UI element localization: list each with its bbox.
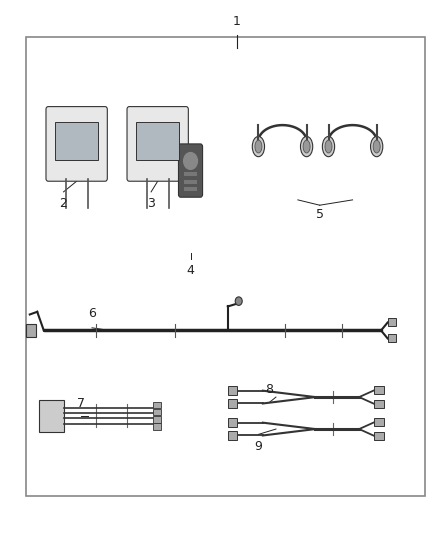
Ellipse shape bbox=[252, 136, 265, 157]
Bar bbox=[39, 400, 64, 432]
FancyBboxPatch shape bbox=[178, 144, 202, 197]
Bar bbox=[26, 37, 425, 496]
Text: 5: 5 bbox=[316, 208, 324, 221]
Bar bbox=[184, 172, 198, 176]
FancyBboxPatch shape bbox=[46, 107, 107, 181]
Bar bbox=[228, 399, 237, 408]
Ellipse shape bbox=[371, 136, 383, 157]
Bar bbox=[184, 180, 198, 184]
Bar bbox=[374, 400, 384, 408]
Bar bbox=[153, 416, 161, 423]
Ellipse shape bbox=[300, 136, 313, 157]
Text: 3: 3 bbox=[147, 197, 155, 210]
Text: 8: 8 bbox=[265, 383, 273, 396]
Bar bbox=[374, 418, 384, 426]
Ellipse shape bbox=[255, 140, 262, 153]
Bar bbox=[228, 386, 237, 395]
Text: 7: 7 bbox=[77, 398, 85, 410]
Circle shape bbox=[235, 297, 242, 305]
Text: 4: 4 bbox=[187, 264, 194, 277]
Ellipse shape bbox=[325, 140, 332, 153]
Text: 2: 2 bbox=[60, 197, 67, 210]
Ellipse shape bbox=[373, 140, 380, 153]
Text: 6: 6 bbox=[88, 307, 96, 320]
Text: 9: 9 bbox=[254, 440, 262, 453]
Ellipse shape bbox=[303, 140, 310, 153]
Bar bbox=[388, 318, 396, 326]
Circle shape bbox=[184, 152, 198, 169]
Bar bbox=[55, 122, 98, 160]
Bar bbox=[184, 187, 198, 191]
Ellipse shape bbox=[322, 136, 335, 157]
Bar bbox=[374, 432, 384, 440]
Bar bbox=[153, 423, 161, 430]
Bar bbox=[374, 386, 384, 394]
Bar bbox=[136, 122, 179, 160]
Bar bbox=[153, 402, 161, 408]
Bar bbox=[228, 418, 237, 427]
FancyBboxPatch shape bbox=[127, 107, 188, 181]
Text: 1: 1 bbox=[233, 15, 240, 28]
Bar bbox=[228, 431, 237, 440]
Bar bbox=[26, 324, 36, 337]
Bar bbox=[388, 334, 396, 342]
Bar bbox=[153, 409, 161, 415]
